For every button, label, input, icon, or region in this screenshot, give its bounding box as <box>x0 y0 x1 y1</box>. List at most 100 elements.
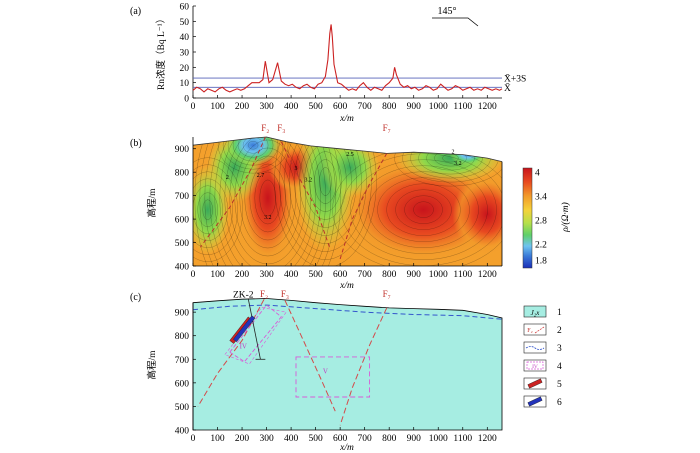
y-tick-label-c: 800 <box>175 332 190 342</box>
x-tick-label-c: 200 <box>235 434 250 444</box>
y-tick-label-a: 30 <box>180 49 190 59</box>
y-tick-label-a: 60 <box>180 3 190 13</box>
fault-line-c <box>339 307 388 426</box>
zone-v-label: V <box>323 367 328 375</box>
formation-body <box>192 298 503 431</box>
legend-number: 2 <box>557 326 562 336</box>
x-tick-label-b: 0 <box>191 270 196 280</box>
legend-swatch-2 <box>523 323 547 336</box>
colorbar-tick-label: 2.8 <box>535 217 547 227</box>
y-tick-label-c: 400 <box>175 427 190 437</box>
contour-line <box>386 183 461 236</box>
y-axis-label-c: 高程/m <box>146 350 158 380</box>
y-tick-label-a: 20 <box>180 64 190 74</box>
contour-line <box>274 137 377 266</box>
rn-series-line <box>192 24 503 93</box>
x-tick-label-a: 1000 <box>429 102 448 112</box>
x-tick-label-c: 600 <box>333 434 348 444</box>
cool-zone <box>225 137 282 166</box>
contour-line <box>237 137 269 158</box>
y-tick-label-c: 900 <box>175 309 190 319</box>
contour-line <box>232 137 274 162</box>
x-tick-label-a: 900 <box>407 102 422 112</box>
zone-iv-box-outer <box>224 307 287 365</box>
y-tick-label-b: 400 <box>175 263 190 273</box>
x-tick-label-b: 200 <box>235 270 250 280</box>
legend-number: 3 <box>557 344 562 354</box>
x-tick-label-c: 1100 <box>453 434 472 444</box>
contour-line <box>217 137 289 174</box>
x-tick-label-c: 900 <box>407 434 422 444</box>
x-tick-label-a: 200 <box>235 102 250 112</box>
contour-line <box>404 195 443 224</box>
colorbar <box>522 167 533 269</box>
contour-line <box>294 137 357 236</box>
x-tick-label-a: 300 <box>259 102 274 112</box>
y-axis-label-a: Rn浓度（Bq L⁻¹） <box>155 14 167 90</box>
y-tick-label-b: 900 <box>175 145 190 155</box>
fault-label-b: F₂ <box>261 123 269 133</box>
water-table-line <box>192 304 503 320</box>
zone-iv-box <box>229 304 282 363</box>
legend-zone-mark <box>526 361 544 370</box>
x-tick-label-c: 1200 <box>478 434 497 444</box>
legend-number: 1 <box>557 308 562 318</box>
low-zone <box>319 137 380 198</box>
surface-line-b <box>192 136 503 162</box>
x-tick-label-b: 400 <box>284 270 299 280</box>
y-tick-label-b: 700 <box>175 192 190 202</box>
contour-line <box>197 192 218 227</box>
fault-line-b <box>199 136 266 248</box>
x-tick-label-a: 0 <box>191 102 196 112</box>
x-tick-label-a: 600 <box>333 102 348 112</box>
ore-body-blue <box>233 315 256 343</box>
contour-line <box>319 167 332 196</box>
x-tick-label-b: 300 <box>259 270 274 280</box>
x-tick-label-a: 700 <box>358 102 373 112</box>
contour-line <box>299 137 352 228</box>
x-tick-label-b: 800 <box>382 270 397 280</box>
x-tick-label-a: 400 <box>284 102 299 112</box>
x-tick-label-a: 100 <box>210 102 225 112</box>
contour-line <box>279 137 372 260</box>
x-tick-label-c: 1000 <box>429 434 448 444</box>
colorbar-tick-label: 3.4 <box>535 193 547 203</box>
contour-line <box>193 185 223 234</box>
x-tick-label-c: 300 <box>259 434 274 444</box>
x-tick-label-a: 1200 <box>478 102 497 112</box>
contour-value-label: 2 <box>451 149 454 155</box>
x-tick-label-a: 800 <box>382 102 397 112</box>
legend-water-mark <box>525 346 545 350</box>
x-tick-label-a: 500 <box>308 102 323 112</box>
panel-label-a: (a) <box>130 6 141 17</box>
fault-label-b: F₇ <box>383 123 391 133</box>
contour-line <box>193 171 233 248</box>
x-axis-label-b: x/m <box>339 281 354 291</box>
y-axis-label-b: 高程/m <box>146 188 158 218</box>
x-tick-label-b: 1100 <box>453 270 472 280</box>
x-tick-label-b: 500 <box>308 270 323 280</box>
contour-line <box>247 141 259 150</box>
contour-line <box>194 137 341 266</box>
panel-c: (c) F₂ F₃ F₇ IV V ZK-2 400 500 600 700 800 900 0 100 20… <box>130 289 562 453</box>
zone-iv-label: IV <box>240 343 247 351</box>
legend-swatch-3 <box>523 341 547 354</box>
y-tick-label-b: 500 <box>175 239 190 249</box>
legend-number: 4 <box>557 362 562 372</box>
x-tick-label-a: 1100 <box>453 102 472 112</box>
contour-line <box>254 171 281 225</box>
colorbar-tick-label: 1.8 <box>535 257 547 267</box>
contour-line <box>350 159 497 260</box>
panel-label-c: (c) <box>130 292 141 303</box>
contour-line <box>314 159 337 204</box>
contour-line <box>309 151 342 212</box>
y-tick-label-a: 40 <box>180 33 190 43</box>
y-tick-label-b: 800 <box>175 169 190 179</box>
threshold-label: X̄ <box>504 82 511 94</box>
zone-v-box <box>295 356 371 398</box>
legend-ore-blue <box>527 396 543 407</box>
y-tick-label-c: 500 <box>175 403 190 413</box>
x-tick-label-b: 1200 <box>478 270 497 280</box>
